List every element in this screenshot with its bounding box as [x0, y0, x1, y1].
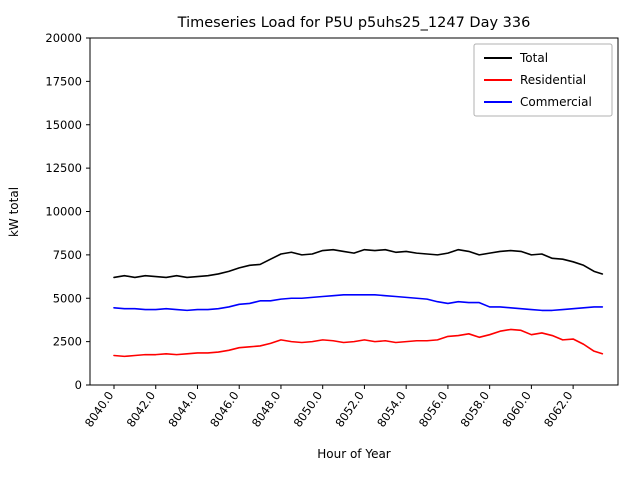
legend-box [473, 43, 613, 117]
series-line-total [113, 248, 604, 279]
series-line-commercial [113, 293, 604, 312]
x-tick-label: 8054.0 [374, 389, 409, 430]
x-tick-label: 8042.0 [124, 389, 159, 430]
y-axis-label: kW total [7, 187, 21, 237]
chart-title: Timeseries Load for P5U p5uhs25_1247 Day… [177, 15, 531, 31]
x-tick-label: 8052.0 [332, 389, 367, 430]
x-tick-label: 8048.0 [249, 389, 284, 430]
x-tick-label: 8044.0 [165, 389, 200, 430]
series-line-residential [113, 328, 604, 358]
plot-area: 0 2500 5000 7500 10000 12500 15000 17500 20000 80… [45, 31, 619, 430]
x-tick-label: 8062.0 [541, 389, 576, 430]
x-tick-label: 8058.0 [458, 389, 493, 430]
y-tick-label: 5000 [53, 291, 82, 305]
y-tick-label: 12500 [45, 161, 82, 175]
x-tick-label: 8050.0 [291, 389, 326, 430]
y-tick-label: 10000 [45, 205, 82, 219]
y-tick-label: 0 [75, 378, 82, 392]
y-tick-label: 15000 [45, 118, 82, 132]
y-tick-label: 20000 [45, 31, 82, 45]
y-tick-label: 7500 [53, 248, 82, 262]
legend-label-residential: Residential [520, 73, 586, 87]
x-tick-label: 8056.0 [416, 389, 451, 430]
legend-label-commercial: Commercial [520, 95, 592, 109]
x-tick-label: 8046.0 [207, 389, 242, 430]
x-tick-label: 8040.0 [82, 389, 117, 430]
y-tick-label: 2500 [53, 335, 82, 349]
x-tick-label: 8060.0 [499, 389, 534, 430]
x-axis-label: Hour of Year [317, 447, 391, 461]
legend-label-total: Total [519, 51, 548, 65]
y-tick-label: 17500 [45, 74, 82, 88]
